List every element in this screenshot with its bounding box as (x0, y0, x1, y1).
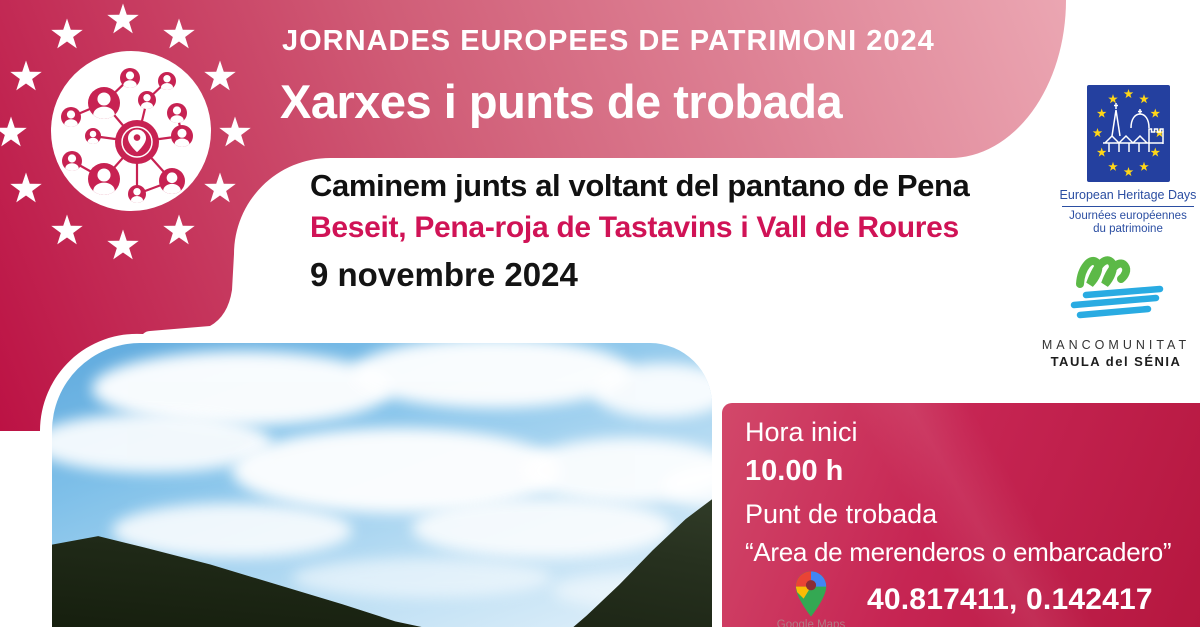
eu-stars-network-emblem (0, 3, 251, 260)
poster-kicker: JORNADES EUROPEES DE PATRIMONI 2024 (282, 25, 935, 57)
mancomunitat-logo-icon (1070, 256, 1164, 319)
ehd-buildings-art (1102, 103, 1164, 152)
google-maps-badge: Google Maps (773, 570, 849, 627)
coordinates-value: 40.817411, 0.142417 (867, 583, 1153, 616)
meeting-point-label: Punt de trobada (745, 499, 938, 529)
event-info-box: Hora inici 10.00 h Punt de trobada “Area… (722, 403, 1200, 627)
ehd-logo-line2: Journées européennes (1069, 210, 1187, 222)
ehd-logo-icon (1086, 85, 1170, 182)
ehd-logo-line1: European Heritage Days (1059, 188, 1197, 202)
cloud (592, 363, 712, 418)
start-time-label: Hora inici (745, 417, 858, 447)
cloud (352, 343, 632, 408)
ehd-logo-divider (1062, 206, 1194, 207)
poster-title: Xarxes i punts de trobada (280, 75, 843, 128)
meeting-point-value: “Area de merenderos o embarcadero” (745, 537, 1172, 567)
mancomunitat-logo: MANCOMUNITAT TAULA del SÉNIA (1038, 248, 1194, 369)
event-date: 9 novembre 2024 (310, 256, 578, 293)
event-locations: Beseit, Pena-roja de Tastavins i Vall de… (310, 211, 959, 244)
start-time-value: 10.00 h (745, 455, 844, 487)
event-title: Caminem junts al voltant del pantano de … (310, 168, 970, 203)
cloud (412, 498, 672, 558)
google-maps-caption: Google Maps (776, 619, 846, 627)
ehd-logo-line3: du patrimoine (1093, 223, 1163, 235)
mancomunitat-line1: MANCOMUNITAT (1041, 338, 1191, 352)
european-heritage-days-logo: European Heritage Days Journées européen… (1058, 85, 1198, 236)
mancomunitat-line2: TAULA del SÉNIA (1050, 354, 1182, 369)
cloud (112, 503, 352, 558)
cloud (292, 558, 552, 598)
google-maps-pin-icon (795, 571, 827, 617)
landscape-photo (52, 343, 712, 627)
network-people-icon (51, 51, 211, 211)
